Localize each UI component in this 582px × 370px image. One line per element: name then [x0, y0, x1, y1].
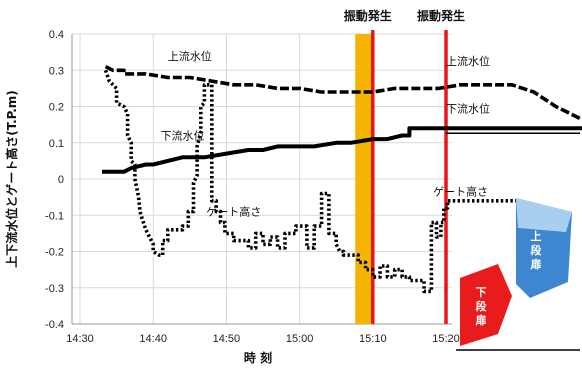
lower-gate-label: 下: [476, 286, 487, 299]
upper-gate-label: 段: [531, 243, 542, 257]
lower-gate-shape: [460, 264, 512, 346]
upper-gate-label: 扉: [531, 257, 542, 271]
chart-text: 0.4 0.3 0.2 0.1 0 -0.1 -0.2 -0.3 -0.414:30 14:40 1…: [4, 8, 490, 365]
y-tick-label: -0.4: [45, 319, 64, 331]
y-tick-label: 0.1: [49, 138, 64, 150]
event-band: [355, 34, 373, 324]
series-line: [102, 126, 582, 174]
y-tick-label: 0: [58, 174, 64, 186]
series-annotation: 下流水位: [446, 101, 490, 115]
series-annotation: ゲート高さ: [206, 205, 261, 219]
x-tick-label: 14:40: [139, 333, 167, 345]
grid-lines: [71, 33, 452, 325]
y-tick-label: 0.3: [49, 65, 64, 77]
x-axis-title: 時 刻: [244, 350, 272, 365]
y-tick-label: -0.2: [45, 247, 64, 259]
upper-gate-label: 上: [531, 229, 542, 243]
y-axis-title: 上下流水位とゲート高さ(T.P.m): [4, 90, 19, 268]
series-line: [103, 69, 520, 294]
event-label: 振動発生: [417, 8, 465, 23]
series-annotation: 上流水位: [168, 49, 212, 63]
y-tick-label: -0.1: [45, 210, 64, 222]
event-label: 振動発生: [344, 8, 392, 23]
upper-gate-top: [516, 198, 572, 232]
series-line: [104, 64, 582, 122]
lower-gate-label: 段: [476, 299, 487, 313]
series-annotation: ゲート高さ: [433, 185, 488, 199]
x-tick-label: 15:20: [432, 333, 460, 345]
x-tick-label: 14:30: [66, 333, 94, 345]
x-tick-label: 14:50: [213, 333, 241, 345]
lower-gate-label: 扉: [476, 313, 487, 327]
series-lines: [102, 64, 582, 294]
series-annotation: 上流水位: [446, 54, 490, 68]
y-tick-label: 0.4: [49, 29, 64, 41]
series-annotation: 下流水位: [160, 129, 204, 143]
x-tick-label: 15:10: [359, 333, 387, 345]
y-tick-label: 0.2: [49, 102, 64, 114]
y-tick-label: -0.3: [45, 283, 64, 295]
x-tick-label: 15:00: [286, 333, 314, 345]
